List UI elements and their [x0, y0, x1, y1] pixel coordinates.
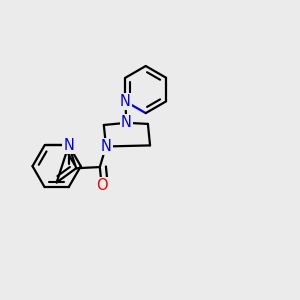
Text: N: N	[100, 139, 111, 154]
Text: N: N	[121, 115, 132, 130]
Text: N: N	[120, 94, 131, 109]
Text: O: O	[96, 178, 107, 193]
Text: N: N	[63, 138, 74, 153]
